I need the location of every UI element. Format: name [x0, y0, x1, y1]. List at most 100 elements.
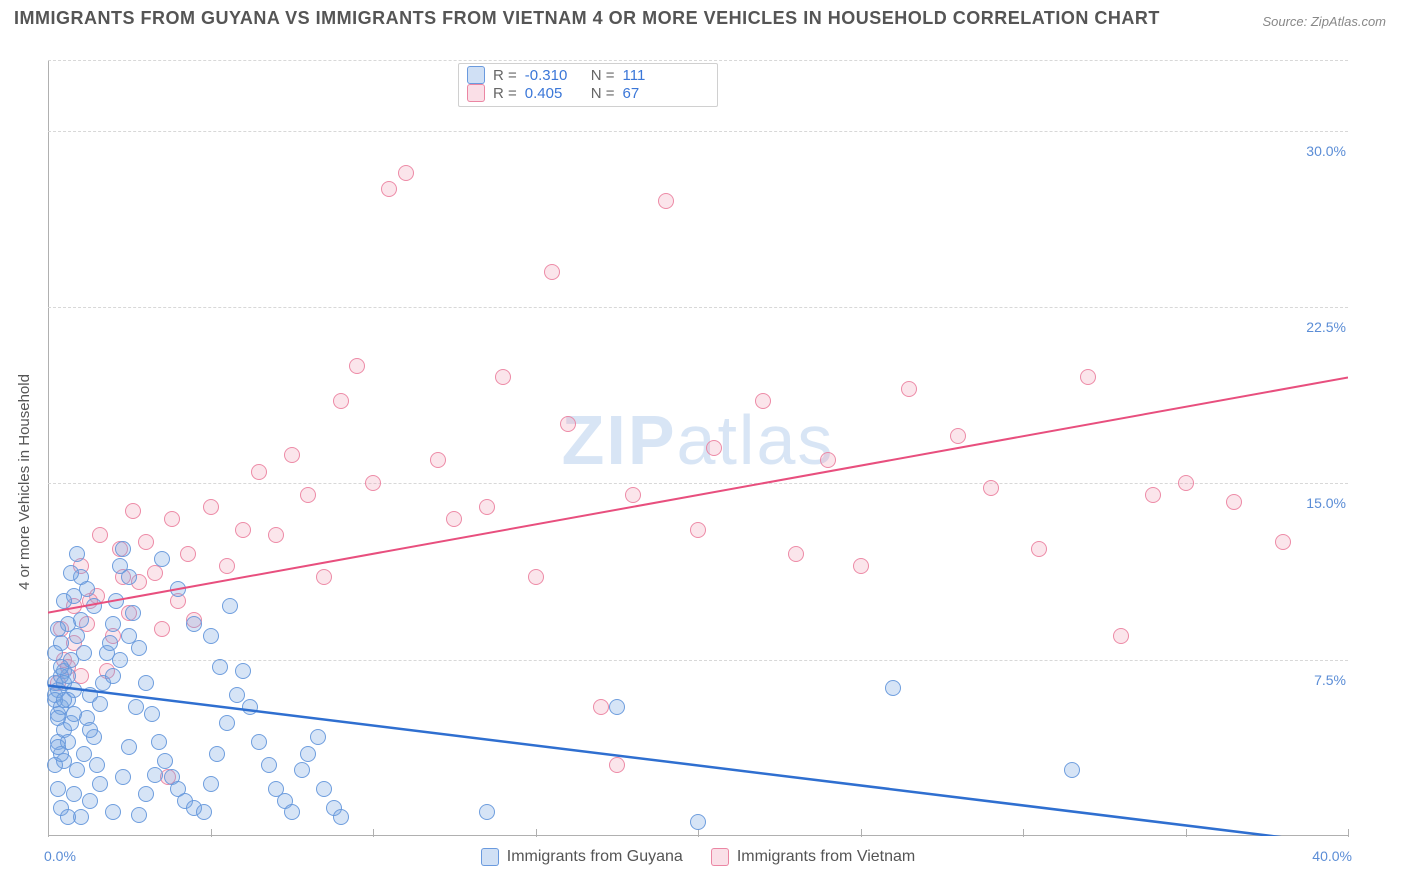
scatter-point [50, 621, 66, 637]
trend-line [48, 60, 1348, 836]
scatter-point [300, 746, 316, 762]
scatter-point [560, 416, 576, 432]
scatter-point [609, 699, 625, 715]
scatter-point [76, 645, 92, 661]
scatter-point [625, 487, 641, 503]
scatter-point [69, 762, 85, 778]
y-tick-label: 15.0% [1306, 495, 1346, 511]
scatter-point [154, 621, 170, 637]
scatter-point [203, 628, 219, 644]
scatter-point [310, 729, 326, 745]
scatter-point [86, 598, 102, 614]
scatter-point [1031, 541, 1047, 557]
watermark-bold: ZIP [562, 401, 677, 479]
swatch-vietnam-icon [711, 848, 729, 866]
scatter-point [950, 428, 966, 444]
scatter-point [157, 753, 173, 769]
scatter-point [50, 781, 66, 797]
series-legend: Immigrants from Guyana Immigrants from V… [48, 848, 1348, 866]
scatter-point [788, 546, 804, 562]
scatter-point [261, 757, 277, 773]
watermark: ZIPatlas [562, 400, 835, 480]
scatter-point [69, 546, 85, 562]
scatter-point [92, 776, 108, 792]
legend-label-1: Immigrants from Guyana [507, 848, 683, 866]
chart-title: IMMIGRANTS FROM GUYANA VS IMMIGRANTS FRO… [14, 8, 1160, 29]
stats-row-2: R = 0.405 N = 67 [467, 84, 707, 102]
scatter-point [105, 616, 121, 632]
scatter-point [235, 522, 251, 538]
x-tick [1186, 829, 1187, 837]
scatter-point [203, 776, 219, 792]
scatter-point [121, 628, 137, 644]
x-tick-label-left: 0.0% [44, 848, 76, 864]
scatter-point [853, 558, 869, 574]
y-tick-label: 30.0% [1306, 143, 1346, 159]
scatter-point [609, 757, 625, 773]
scatter-point [180, 546, 196, 562]
scatter-point [92, 527, 108, 543]
scatter-point [105, 668, 121, 684]
scatter-point [1226, 494, 1242, 510]
scatter-point [690, 522, 706, 538]
scatter-point [316, 781, 332, 797]
scatter-point [121, 569, 137, 585]
scatter-point [105, 804, 121, 820]
scatter-point [66, 706, 82, 722]
scatter-point [89, 757, 105, 773]
scatter-point [365, 475, 381, 491]
x-tick [211, 829, 212, 837]
grid-line [48, 660, 1348, 661]
scatter-point [479, 804, 495, 820]
scatter-point [66, 786, 82, 802]
scatter-point [300, 487, 316, 503]
scatter-point [144, 706, 160, 722]
scatter-point [53, 659, 69, 675]
scatter-point [60, 809, 76, 825]
grid-line [48, 483, 1348, 484]
scatter-point [138, 675, 154, 691]
y-axis-label: 4 or more Vehicles in Household [16, 374, 33, 590]
r-value-2: 0.405 [525, 85, 583, 102]
scatter-point [56, 593, 72, 609]
scatter-point [349, 358, 365, 374]
legend-label-2: Immigrants from Vietnam [737, 848, 915, 866]
scatter-point [901, 381, 917, 397]
scatter-point [128, 699, 144, 715]
scatter-point [1275, 534, 1291, 550]
scatter-point [268, 527, 284, 543]
scatter-point [151, 734, 167, 750]
scatter-point [115, 541, 131, 557]
scatter-point [50, 739, 66, 755]
scatter-point [147, 565, 163, 581]
scatter-point [495, 369, 511, 385]
scatter-point [102, 635, 118, 651]
scatter-point [755, 393, 771, 409]
grid-line [48, 131, 1348, 132]
scatter-point [1080, 369, 1096, 385]
scatter-point [528, 569, 544, 585]
scatter-point [164, 511, 180, 527]
x-tick [373, 829, 374, 837]
scatter-point [381, 181, 397, 197]
scatter-point [294, 762, 310, 778]
legend-item-guyana: Immigrants from Guyana [481, 848, 683, 866]
stats-legend: R = -0.310 N = 111 R = 0.405 N = 67 [458, 63, 718, 107]
r-value-1: -0.310 [525, 67, 583, 84]
scatter-point [284, 447, 300, 463]
x-tick [861, 829, 862, 837]
scatter-point [446, 511, 462, 527]
source-label: Source: ZipAtlas.com [1262, 14, 1386, 29]
n-label: N = [591, 67, 615, 84]
scatter-point [479, 499, 495, 515]
scatter-point [398, 165, 414, 181]
stats-row-1: R = -0.310 N = 111 [467, 66, 707, 84]
scatter-point [196, 804, 212, 820]
scatter-point [147, 767, 163, 783]
scatter-point [333, 809, 349, 825]
scatter-point [251, 734, 267, 750]
scatter-point [82, 793, 98, 809]
scatter-point [82, 722, 98, 738]
y-tick-label: 7.5% [1314, 672, 1346, 688]
scatter-point [219, 715, 235, 731]
